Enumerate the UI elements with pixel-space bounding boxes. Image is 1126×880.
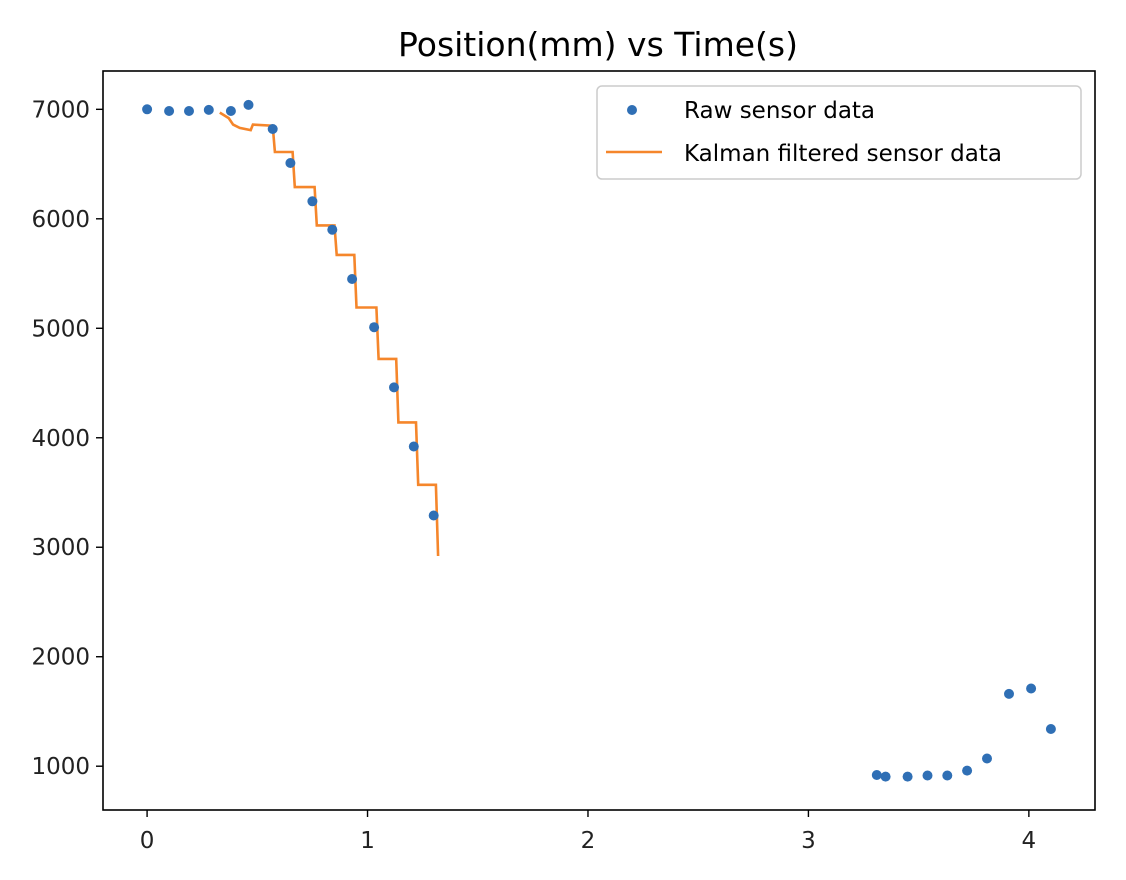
raw-data-point (902, 771, 913, 782)
raw-data-point (369, 322, 380, 333)
legend-box (596, 85, 1082, 180)
raw-data-point (1045, 724, 1056, 734)
raw-data-point (307, 196, 318, 207)
kalman-line (219, 111, 440, 557)
raw-data-point (922, 770, 933, 781)
raw-series (142, 99, 1056, 782)
y-tick-label: 5000 (31, 316, 90, 342)
y-tick-label: 3000 (31, 535, 90, 561)
raw-data-point (243, 99, 254, 110)
legend-raw-label: Raw sensor data (684, 98, 875, 124)
y-axis: 1000 2000 3000 4000 5000 6000 7000 (31, 97, 103, 780)
raw-data-point (982, 753, 992, 764)
x-tick-label: 3 (801, 828, 816, 854)
y-tick-label: 6000 (31, 207, 90, 233)
raw-data-point (285, 158, 296, 168)
legend-kalman-label: Kalman filtered sensor data (684, 141, 1002, 167)
legend: Raw sensor data Kalman filtered sensor d… (596, 85, 1082, 180)
y-tick-label: 4000 (31, 426, 90, 452)
kalman-series (219, 111, 440, 557)
raw-data-point (871, 770, 882, 780)
plot-area-frame (102, 70, 1096, 811)
raw-data-point (962, 765, 973, 776)
raw-data-point (389, 382, 399, 393)
raw-data-point (942, 770, 953, 781)
raw-data-point (142, 104, 153, 115)
y-tick-label: 7000 (31, 97, 90, 123)
x-tick-label: 2 (581, 828, 596, 854)
raw-data-point (327, 224, 338, 235)
legend-raw-marker (627, 105, 637, 115)
raw-data-point (184, 106, 194, 116)
raw-data-point (1004, 688, 1014, 699)
raw-data-point (164, 106, 175, 116)
raw-data-point (428, 510, 439, 521)
x-axis: 0 1 2 3 4 (140, 810, 1036, 854)
x-tick-label: 0 (140, 828, 155, 854)
y-tick-label: 1000 (31, 754, 90, 780)
raw-data-point (408, 441, 419, 452)
raw-data-point (1026, 683, 1037, 694)
raw-data-point (225, 106, 236, 116)
raw-data-point (203, 104, 214, 115)
x-tick-label: 4 (1022, 828, 1037, 854)
chart-title: Position(mm) vs Time(s) (398, 25, 798, 64)
raw-data-point (880, 771, 891, 782)
raw-data-point (347, 274, 358, 284)
raw-data-point (267, 124, 278, 134)
x-tick-label: 1 (360, 828, 375, 854)
y-tick-label: 2000 (31, 645, 90, 671)
